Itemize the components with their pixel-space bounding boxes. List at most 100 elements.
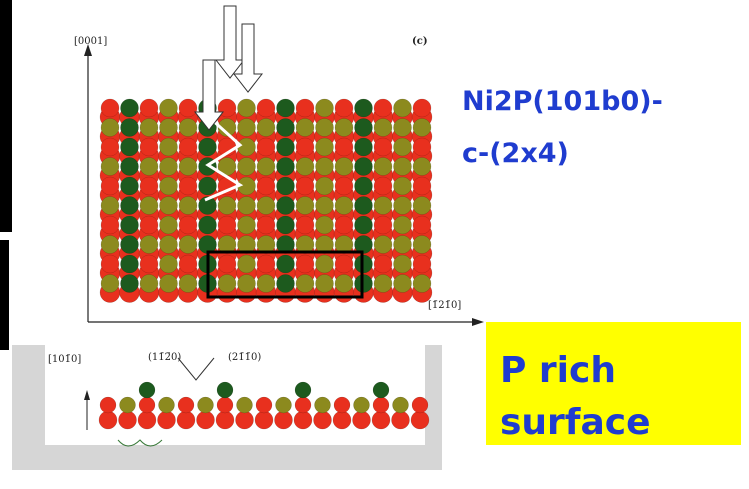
- atom: [394, 197, 412, 215]
- atom: [139, 382, 155, 398]
- atom: [179, 275, 197, 293]
- atom: [277, 138, 295, 156]
- atom: [99, 411, 117, 429]
- atom: [198, 397, 214, 413]
- atom: [413, 158, 431, 176]
- atom: [160, 119, 178, 137]
- atom: [238, 197, 256, 215]
- atom: [394, 236, 412, 254]
- axis-label: [1̄21̄0]: [428, 300, 461, 311]
- atom: [355, 99, 373, 117]
- atom: [316, 197, 334, 215]
- atom: [314, 411, 332, 429]
- atom: [374, 138, 392, 156]
- atom: [413, 119, 431, 137]
- atom: [121, 236, 139, 254]
- atom: [413, 99, 431, 117]
- atom: [238, 158, 256, 176]
- atom: [394, 158, 412, 176]
- atom: [139, 397, 155, 413]
- atom: [296, 216, 314, 234]
- atom: [218, 216, 236, 234]
- atom: [179, 158, 197, 176]
- atom: [393, 397, 409, 413]
- atom: [101, 158, 119, 176]
- atom: [394, 119, 412, 137]
- atom: [413, 255, 431, 273]
- atom: [374, 236, 392, 254]
- atom: [355, 138, 373, 156]
- title: Ni2P(101b0)-: [462, 86, 663, 117]
- left-strip: [0, 0, 12, 232]
- atom: [374, 177, 392, 195]
- atom: [101, 177, 119, 195]
- atom: [199, 177, 217, 195]
- atom: [335, 255, 353, 273]
- atom: [179, 216, 197, 234]
- atom: [374, 255, 392, 273]
- atom: [257, 275, 275, 293]
- atom: [160, 177, 178, 195]
- atom: [374, 197, 392, 215]
- atom: [160, 99, 178, 117]
- atom: [101, 236, 119, 254]
- atom: [217, 382, 233, 398]
- atom: [277, 255, 295, 273]
- atom: [296, 275, 314, 293]
- atom: [138, 411, 156, 429]
- atom: [374, 119, 392, 137]
- atom: [257, 216, 275, 234]
- atom: [277, 177, 295, 195]
- atom: [296, 255, 314, 273]
- atom: [257, 197, 275, 215]
- atom: [316, 138, 334, 156]
- atom: [316, 119, 334, 137]
- atom: [355, 119, 373, 137]
- atom: [374, 275, 392, 293]
- atom: [179, 99, 197, 117]
- atom: [101, 197, 119, 215]
- atom: [160, 236, 178, 254]
- atom: [238, 216, 256, 234]
- atom: [140, 158, 158, 176]
- atom: [335, 158, 353, 176]
- atom: [238, 275, 256, 293]
- atom: [412, 397, 428, 413]
- atom: [101, 216, 119, 234]
- plane-label: (21̄1̄0): [228, 352, 261, 363]
- atom: [121, 158, 139, 176]
- atom: [160, 138, 178, 156]
- atom: [255, 411, 273, 429]
- atom: [140, 275, 158, 293]
- atom: [277, 99, 295, 117]
- atom: [316, 158, 334, 176]
- atom: [276, 397, 292, 413]
- atom: [277, 197, 295, 215]
- atom: [277, 158, 295, 176]
- atom: [372, 411, 390, 429]
- atom: [296, 197, 314, 215]
- atom: [335, 177, 353, 195]
- atom: [394, 216, 412, 234]
- atom: [296, 138, 314, 156]
- atom: [178, 397, 194, 413]
- atom: [101, 275, 119, 293]
- atom: [160, 216, 178, 234]
- atom: [355, 216, 373, 234]
- atom: [101, 138, 119, 156]
- atom: [335, 99, 353, 117]
- atom: [177, 411, 195, 429]
- atom: [101, 255, 119, 273]
- atom: [217, 397, 233, 413]
- atom: [121, 255, 139, 273]
- atom: [295, 382, 311, 398]
- atom: [101, 119, 119, 137]
- atom: [413, 216, 431, 234]
- atom: [413, 197, 431, 215]
- atom: [394, 138, 412, 156]
- plane-label: (11̄2̄0): [148, 352, 181, 363]
- atom: [199, 216, 217, 234]
- atom: [121, 197, 139, 215]
- atom: [256, 397, 272, 413]
- atom: [277, 119, 295, 137]
